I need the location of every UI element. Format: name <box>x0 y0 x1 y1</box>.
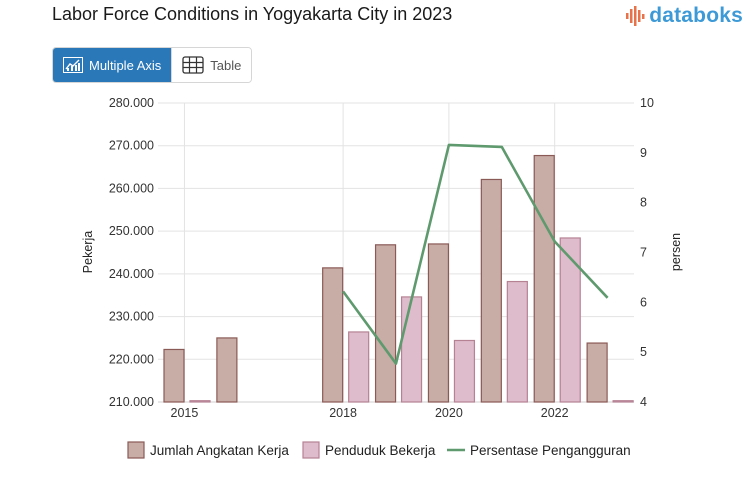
y-tick-label-left: 230.000 <box>109 310 154 324</box>
bar-jumlah-angkatan-kerja <box>322 267 344 403</box>
unemployment-line <box>342 143 609 365</box>
table-button[interactable]: Table <box>171 48 252 82</box>
y-tick-label-right: 4 <box>640 395 647 409</box>
bar-penduduk-bekerja <box>348 331 370 403</box>
legend-swatch-penduduk-bekerja <box>302 441 320 459</box>
bar-jumlah-angkatan-kerja <box>374 244 397 403</box>
y-axis-title-left: Pekerja <box>81 231 95 273</box>
bar-jumlah-angkatan-kerja <box>533 154 555 403</box>
bar-penduduk-bekerja <box>453 339 476 403</box>
multiple-axis-label: Multiple Axis <box>89 57 162 73</box>
logo-text: databoks <box>649 4 743 27</box>
bar-signal-icon <box>626 6 645 26</box>
bar-penduduk-bekerja <box>506 280 528 403</box>
multiple-axis-button[interactable]: Multiple Axis <box>53 48 172 82</box>
y-tick-label-left: 220.000 <box>109 352 154 366</box>
bar-jumlah-angkatan-kerja <box>216 337 238 403</box>
y-tick-label-left: 250.000 <box>109 224 154 238</box>
table-icon <box>182 56 204 74</box>
bar-penduduk-bekerja <box>612 400 634 403</box>
y-tick-label-right: 7 <box>640 246 647 260</box>
x-tick-label: 2018 <box>329 406 357 420</box>
x-tick-label: 2022 <box>541 406 569 420</box>
x-tick-label: 2020 <box>435 406 463 420</box>
legend-swatch-jumlah-angkatan-kerja <box>127 441 145 459</box>
y-axis-title-right: persen <box>669 233 683 271</box>
view-toggle: Multiple Axis Table <box>52 47 253 83</box>
y-tick-label-left: 240.000 <box>109 267 154 281</box>
y-tick-label-right: 8 <box>640 196 647 210</box>
chart-title: Labor Force Conditions in Yogyakarta Cit… <box>52 4 453 24</box>
y-tick-label-left: 210.000 <box>109 395 154 409</box>
line-persentase-pengangguran <box>342 143 609 365</box>
legend: Jumlah Angkatan Kerja Penduduk Bekerja Per… <box>127 441 631 459</box>
y-tick-label-right: 9 <box>640 146 647 160</box>
grid <box>158 102 634 403</box>
bar-jumlah-angkatan-kerja <box>480 178 502 403</box>
bar-penduduk-bekerja <box>400 296 423 403</box>
legend-label-jumlah-angkatan-kerja: Jumlah Angkatan Kerja <box>150 443 289 458</box>
y-tick-label-left: 270.000 <box>109 139 154 153</box>
bar-penduduk-bekerja <box>189 400 211 403</box>
table-label: Table <box>210 57 242 73</box>
y-tick-label-right: 5 <box>640 345 647 359</box>
y-tick-label-right: 6 <box>640 295 647 309</box>
bars <box>163 154 634 403</box>
bar-jumlah-angkatan-kerja <box>427 243 450 403</box>
bar-penduduk-bekerja <box>559 237 581 403</box>
bar-jumlah-angkatan-kerja <box>586 342 608 403</box>
axes: 280.000 270.000 260.000 250.000 240.000 230.0… <box>81 96 683 420</box>
legend-label-persentase-pengangguran: Persentase Pengangguran <box>470 443 631 458</box>
y-tick-label-right: 10 <box>640 96 654 110</box>
bar-jumlah-angkatan-kerja <box>163 348 185 403</box>
legend-label-penduduk-bekerja: Penduduk Bekerja <box>325 443 436 458</box>
line-chart-icon <box>63 57 83 73</box>
y-tick-label-left: 260.000 <box>109 181 154 195</box>
x-tick-label: 2015 <box>171 406 199 420</box>
y-tick-label-left: 280.000 <box>109 96 154 110</box>
databoks-logo[interactable]: databoks <box>625 4 743 28</box>
